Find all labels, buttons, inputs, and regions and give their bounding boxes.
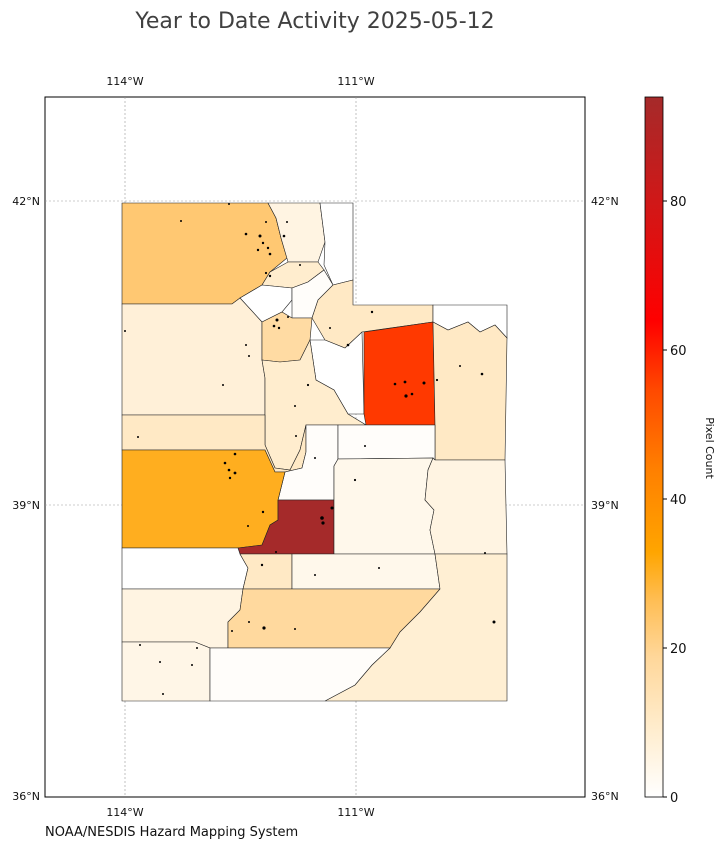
colorbar-tick-60: 60 bbox=[670, 344, 687, 359]
county-carbon[interactable] bbox=[337, 424, 436, 461]
right-tick-36n: 36°N bbox=[591, 790, 619, 803]
left-tick-39n: 39°N bbox=[12, 499, 40, 512]
county-wayne[interactable] bbox=[291, 553, 441, 590]
county-uintah[interactable] bbox=[432, 321, 508, 461]
right-tick-39n: 39°N bbox=[591, 499, 619, 512]
bottom-tick-114w: 114°W bbox=[106, 806, 143, 819]
county-layer bbox=[121, 202, 508, 702]
county-piute[interactable] bbox=[239, 553, 293, 590]
colorbar-tick-80: 80 bbox=[670, 195, 687, 210]
detection-points bbox=[124, 203, 496, 695]
colorbar-tick-40: 40 bbox=[670, 493, 687, 508]
colorbar-tick-20: 20 bbox=[670, 642, 687, 657]
county-duchesne[interactable] bbox=[363, 321, 436, 426]
county-kane[interactable] bbox=[209, 647, 391, 702]
top-tick-114w: 114°W bbox=[106, 75, 143, 88]
axis-ticks: 114°W 111°W 114°W 111°W 42°N 39°N 36°N 4… bbox=[12, 75, 618, 819]
county-grand[interactable] bbox=[424, 457, 508, 555]
colorbar-label: Pixel Count bbox=[703, 417, 716, 479]
county-washington[interactable] bbox=[121, 641, 211, 702]
colorbar-ticks: 0 20 40 60 80 bbox=[663, 195, 687, 806]
chart-title: Year to Date Activity 2025-05-12 bbox=[134, 9, 494, 34]
top-tick-111w: 111°W bbox=[337, 75, 374, 88]
county-millard[interactable] bbox=[121, 449, 286, 549]
colorbar-gradient bbox=[644, 96, 664, 798]
left-tick-42n: 42°N bbox=[12, 195, 40, 208]
credit-text: NOAA/NESDIS Hazard Mapping System bbox=[45, 825, 298, 840]
left-tick-36n: 36°N bbox=[12, 790, 40, 803]
county-tooele[interactable] bbox=[121, 297, 266, 416]
county-beaver[interactable] bbox=[121, 547, 249, 590]
county-iron[interactable] bbox=[121, 588, 244, 649]
colorbar-tick-0: 0 bbox=[670, 791, 678, 806]
county-emery[interactable] bbox=[333, 457, 436, 555]
colorbar: 0 20 40 60 80 Pixel Count bbox=[644, 96, 716, 806]
right-tick-42n: 42°N bbox=[591, 195, 619, 208]
bottom-tick-111w: 111°W bbox=[337, 806, 374, 819]
